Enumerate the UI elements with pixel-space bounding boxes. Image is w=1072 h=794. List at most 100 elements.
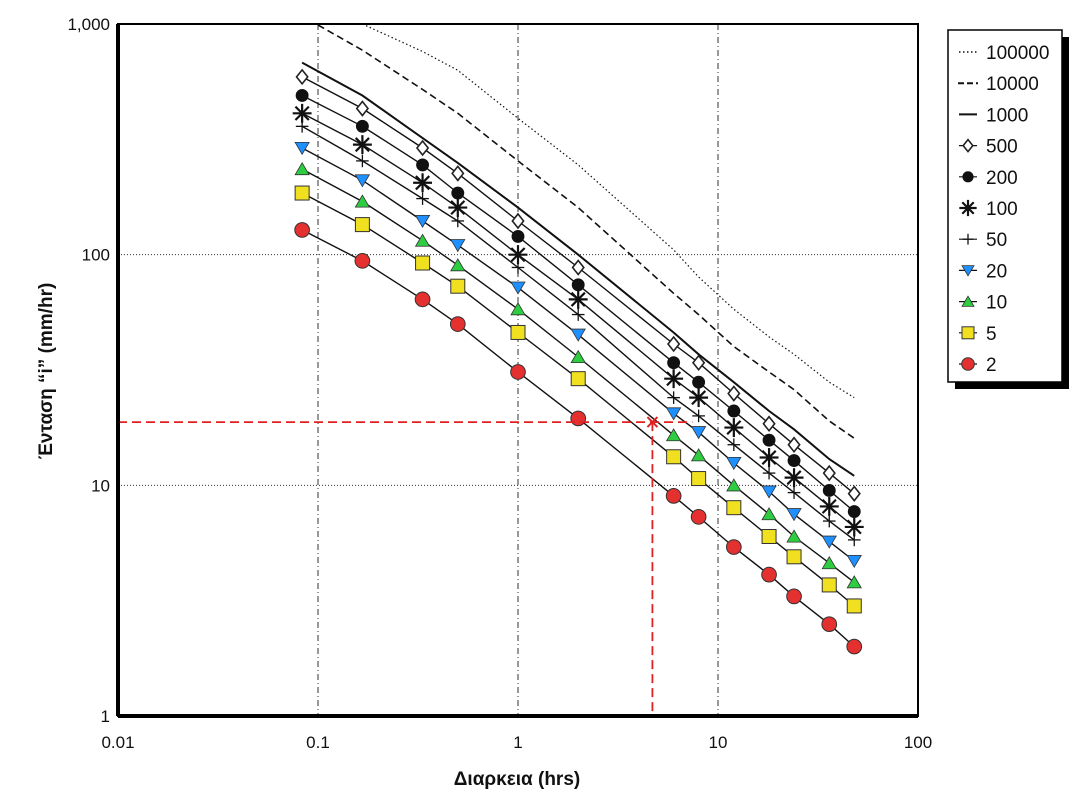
data-point-diamond bbox=[787, 436, 801, 453]
y-axis-title: Ένταση “i” (mm/hr) bbox=[36, 283, 57, 460]
data-point-filled-circle bbox=[847, 505, 861, 518]
data-point-circle bbox=[354, 253, 371, 269]
legend-item-1000: 1000 bbox=[959, 105, 1028, 126]
data-point-square bbox=[726, 500, 742, 516]
data-point-plus bbox=[762, 466, 776, 480]
data-point-up-triangle bbox=[821, 556, 837, 570]
data-point-diamond bbox=[451, 165, 465, 182]
plot-frame bbox=[116, 23, 919, 718]
data-point-diamond bbox=[355, 100, 370, 117]
data-point-asterisk bbox=[508, 245, 528, 265]
x-tick-label: 10 bbox=[709, 733, 728, 752]
data-point-up-triangle bbox=[665, 428, 682, 442]
legend-label: 100000 bbox=[986, 43, 1049, 64]
x-axis-title: Διαρκεια (hrs) bbox=[454, 769, 580, 790]
data-point-down-triangle bbox=[570, 328, 586, 342]
data-point-plus bbox=[692, 409, 705, 423]
series-10000 bbox=[317, 24, 855, 439]
data-point-filled-circle bbox=[416, 158, 430, 172]
legend-label: 200 bbox=[986, 168, 1018, 189]
data-point-asterisk bbox=[664, 369, 684, 389]
data-point-filled-circle bbox=[727, 404, 741, 418]
data-point-filled-circle bbox=[355, 119, 369, 133]
y-tick-label: 1,000 bbox=[67, 15, 110, 34]
data-point-square bbox=[354, 217, 370, 233]
series-line-100000 bbox=[362, 23, 855, 399]
data-point-up-triangle bbox=[726, 478, 742, 492]
data-point-filled-circle bbox=[962, 171, 974, 183]
series-20 bbox=[294, 142, 862, 569]
data-point-diamond bbox=[295, 68, 309, 86]
data-point-circle bbox=[414, 291, 431, 308]
legend-item-100: 100 bbox=[959, 199, 1018, 220]
data-point-plus bbox=[571, 308, 585, 321]
annotation-layer bbox=[118, 416, 693, 716]
data-point-down-triangle bbox=[761, 485, 777, 499]
legend-item-2: 2 bbox=[959, 355, 997, 376]
data-point-square bbox=[761, 529, 777, 545]
data-point-asterisk bbox=[292, 103, 312, 123]
data-point-down-triangle bbox=[961, 265, 975, 277]
data-point-up-triangle bbox=[961, 295, 975, 307]
data-point-square bbox=[821, 577, 837, 593]
data-point-filled-circle bbox=[511, 229, 525, 243]
data-point-plus bbox=[295, 120, 309, 133]
data-point-diamond bbox=[571, 259, 585, 276]
data-point-circle bbox=[570, 410, 587, 427]
legend-label: 5 bbox=[986, 324, 997, 345]
data-point-square bbox=[510, 324, 526, 340]
data-point-up-triangle bbox=[510, 302, 526, 316]
data-point-asterisk bbox=[784, 468, 804, 488]
data-point-up-triangle bbox=[294, 161, 310, 176]
data-point-down-triangle bbox=[665, 407, 682, 421]
data-point-diamond bbox=[691, 354, 706, 372]
data-point-plus bbox=[667, 391, 680, 404]
data-point-up-triangle bbox=[450, 258, 466, 272]
data-point-up-triangle bbox=[761, 507, 777, 521]
data-point-filled-circle bbox=[451, 186, 465, 200]
x-tick-label: 0.1 bbox=[306, 733, 330, 752]
series-1000 bbox=[301, 61, 855, 477]
data-point-plus bbox=[847, 533, 861, 547]
data-point-asterisk bbox=[959, 199, 977, 217]
data-point-square bbox=[294, 185, 310, 201]
data-point-diamond bbox=[415, 139, 430, 157]
data-point-down-triangle bbox=[690, 426, 707, 440]
data-point-down-triangle bbox=[414, 214, 431, 229]
data-point-asterisk bbox=[413, 173, 433, 193]
data-point-up-triangle bbox=[570, 349, 586, 364]
data-point-down-triangle bbox=[354, 174, 371, 188]
legend-item-10000: 10000 bbox=[958, 74, 1039, 95]
data-point-square bbox=[846, 598, 862, 614]
data-point-filled-circle bbox=[787, 454, 801, 468]
data-point-filled-circle bbox=[762, 433, 776, 447]
data-point-filled-circle bbox=[295, 89, 309, 102]
legend-item-10: 10 bbox=[959, 293, 1007, 314]
legend-label: 500 bbox=[986, 137, 1018, 158]
legend-item-20: 20 bbox=[959, 261, 1007, 282]
x-tick-label: 0.01 bbox=[101, 733, 134, 752]
data-point-square bbox=[570, 371, 586, 387]
series-100000 bbox=[362, 23, 855, 399]
legend-label: 100 bbox=[986, 199, 1018, 220]
data-point-square bbox=[415, 255, 431, 271]
data-point-asterisk bbox=[568, 289, 588, 309]
data-point-asterisk bbox=[352, 135, 372, 155]
tick-labels: 0.01 0.1 1 10 100 1 10 100 1,000 bbox=[67, 15, 932, 752]
data-point-diamond bbox=[511, 212, 525, 230]
legend: 100000 10000 1000 500 200 100 50 20 10 5 2 bbox=[947, 29, 1069, 389]
data-point-up-triangle bbox=[786, 529, 802, 543]
series-100 bbox=[292, 103, 864, 537]
data-point-down-triangle bbox=[786, 508, 802, 522]
legend-label: 2 bbox=[986, 355, 997, 376]
data-point-asterisk bbox=[689, 388, 709, 408]
data-point-circle bbox=[294, 222, 310, 238]
data-point-circle bbox=[510, 364, 526, 380]
data-point-circle bbox=[846, 638, 863, 655]
data-point-up-triangle bbox=[846, 575, 862, 589]
reference-point-marker bbox=[646, 416, 659, 428]
data-point-down-triangle bbox=[294, 142, 310, 156]
y-tick-label: 1 bbox=[101, 707, 110, 726]
y-tick-label: 100 bbox=[82, 246, 110, 265]
series-5 bbox=[294, 185, 862, 614]
